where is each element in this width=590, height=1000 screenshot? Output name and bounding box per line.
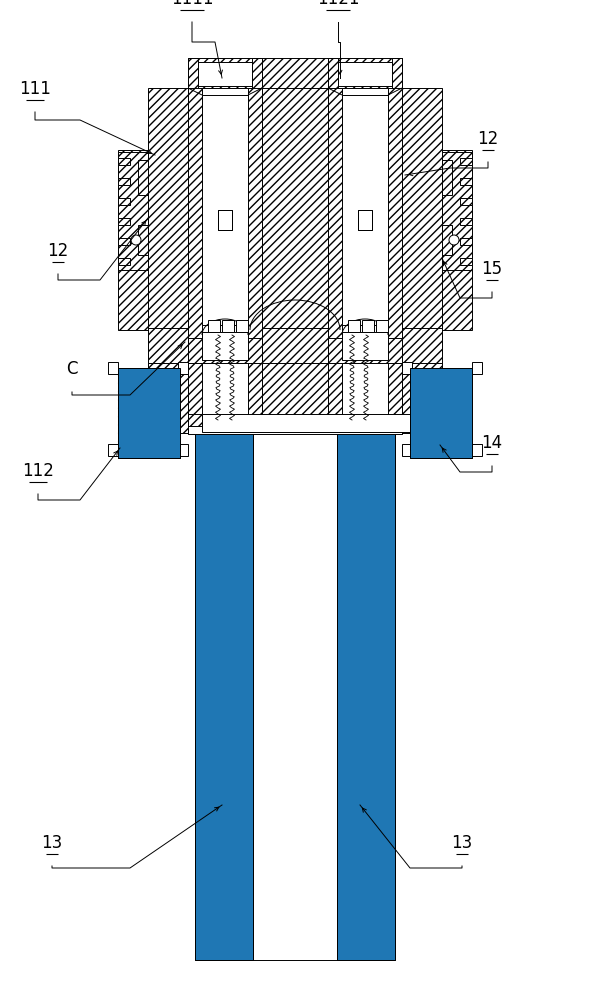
Text: 15: 15 [481, 260, 503, 278]
Bar [410, 368, 472, 458]
Bar [402, 328, 442, 363]
Bar [328, 88, 402, 338]
Text: 12: 12 [47, 242, 68, 260]
Bar [253, 430, 337, 960]
Bar [178, 444, 188, 456]
Bar [208, 320, 220, 332]
Bar [188, 426, 402, 434]
Bar [108, 362, 118, 374]
Circle shape [131, 235, 141, 245]
Text: 111: 111 [19, 80, 51, 98]
Bar [348, 320, 360, 332]
Bar [388, 414, 402, 432]
Bar [148, 363, 188, 433]
Bar [188, 58, 198, 90]
Bar [188, 88, 262, 338]
Bar [222, 320, 234, 332]
Bar [342, 332, 388, 360]
Bar [150, 375, 180, 450]
Bar [362, 320, 374, 332]
Bar [442, 150, 472, 330]
Bar [118, 375, 148, 450]
Bar [202, 332, 248, 360]
Bar [198, 62, 252, 86]
Bar [195, 430, 253, 960]
Bar [248, 88, 262, 338]
Bar [402, 362, 412, 374]
Bar [410, 375, 440, 450]
Bar [202, 363, 248, 433]
Bar [410, 375, 440, 450]
Bar [148, 328, 188, 363]
Bar [262, 363, 328, 433]
Bar [150, 375, 180, 450]
Bar [262, 328, 328, 363]
Bar [202, 95, 248, 325]
Bar [337, 430, 395, 960]
Text: 1111: 1111 [171, 0, 213, 8]
Bar [118, 150, 148, 330]
Bar [402, 88, 442, 430]
Bar [402, 444, 412, 456]
Bar [188, 58, 262, 90]
Bar [442, 375, 472, 450]
Bar [338, 62, 392, 86]
Bar [118, 368, 180, 458]
Bar [328, 363, 402, 433]
Polygon shape [118, 152, 148, 270]
Bar [442, 375, 472, 450]
Text: 13: 13 [41, 834, 63, 852]
Bar [342, 95, 388, 325]
Bar [198, 88, 252, 338]
Bar [358, 210, 372, 230]
Bar [472, 444, 482, 456]
Bar [188, 88, 202, 338]
Bar [148, 88, 188, 430]
Bar [218, 210, 232, 230]
Bar [328, 88, 342, 338]
Bar [262, 88, 328, 338]
Text: 14: 14 [481, 434, 503, 452]
Text: C: C [66, 360, 78, 378]
Text: 13: 13 [451, 834, 473, 852]
Bar [402, 363, 442, 433]
Bar [202, 414, 454, 432]
Bar [472, 362, 482, 374]
Bar [328, 58, 338, 90]
Bar [188, 328, 262, 363]
Bar [252, 58, 262, 90]
Bar [328, 328, 402, 363]
Circle shape [449, 235, 459, 245]
Bar [342, 363, 388, 433]
Polygon shape [442, 152, 472, 270]
Bar [328, 58, 402, 90]
Text: 1121: 1121 [317, 0, 359, 8]
Bar [338, 88, 392, 338]
Bar [236, 320, 248, 332]
Bar [376, 320, 388, 332]
Bar [178, 362, 188, 374]
Bar [188, 363, 262, 433]
Text: 112: 112 [22, 462, 54, 480]
Bar [188, 414, 202, 432]
Bar [410, 368, 472, 458]
Bar [337, 430, 395, 960]
Bar [262, 58, 328, 90]
Bar [388, 88, 402, 338]
Bar [118, 368, 180, 458]
Bar [195, 430, 253, 960]
Bar [118, 375, 148, 450]
Text: 12: 12 [477, 130, 499, 148]
Bar [392, 58, 402, 90]
Bar [108, 444, 118, 456]
